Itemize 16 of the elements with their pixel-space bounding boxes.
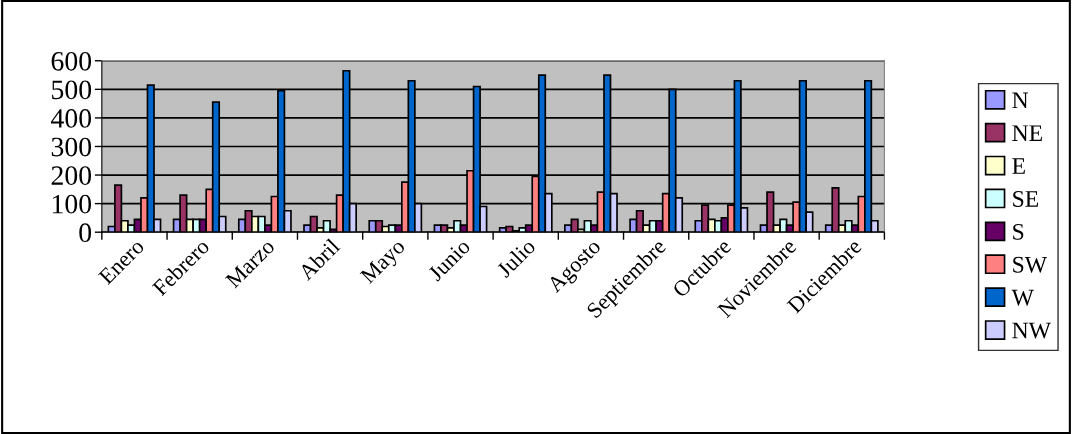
legend-label: NW [1012, 322, 1051, 339]
legend-label: W [1011, 289, 1034, 306]
y-tick-label: 400 [50, 109, 92, 128]
legend-label: SE [1013, 191, 1039, 207]
y-tick-label: 200 [51, 166, 92, 185]
legend-label: N [1012, 92, 1029, 108]
y-tick-label: 500 [52, 80, 92, 100]
legend-label: S [1013, 223, 1024, 240]
x-tick-label: Julio [495, 237, 537, 279]
legend-label: NE [1012, 125, 1042, 141]
legend-label: SW [1013, 256, 1047, 273]
y-tick-label: 600 [51, 51, 92, 71]
y-tick-label: 0 [79, 223, 92, 243]
legend-label: E [1012, 158, 1025, 174]
y-tick-label: 300 [51, 137, 92, 157]
y-tick-label: 100 [52, 194, 92, 214]
